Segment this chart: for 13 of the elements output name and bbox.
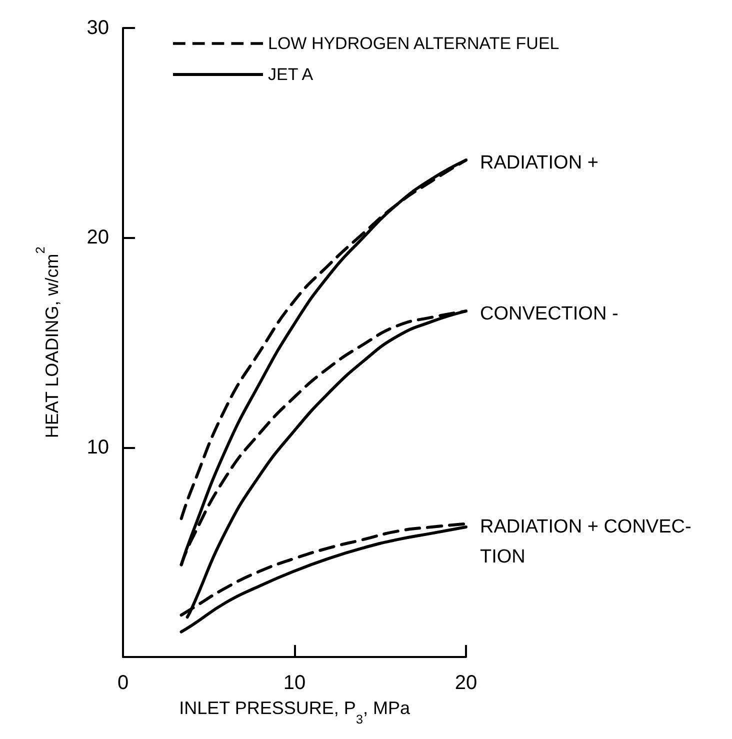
y-tick-label: 20	[86, 226, 109, 249]
text: RADIATION +	[480, 152, 598, 174]
y-tick-label: 30	[86, 17, 109, 39]
legend-label: JET A	[268, 65, 314, 84]
line-series	[180, 526, 468, 634]
text: CONVECTION -	[480, 304, 618, 325]
x-tick-label: 20	[454, 672, 478, 694]
x-tick-label: 0	[117, 672, 129, 694]
x-tick-label: 10	[283, 672, 306, 694]
y-axis-title: HEAT LOADING, w/cm2	[34, 246, 62, 438]
legend-label: LOW HYDROGEN ALTERNATE FUEL	[268, 34, 560, 53]
text: RADIATION + CONVEC- TION	[480, 516, 692, 568]
y-tick-label: 10	[86, 436, 109, 458]
